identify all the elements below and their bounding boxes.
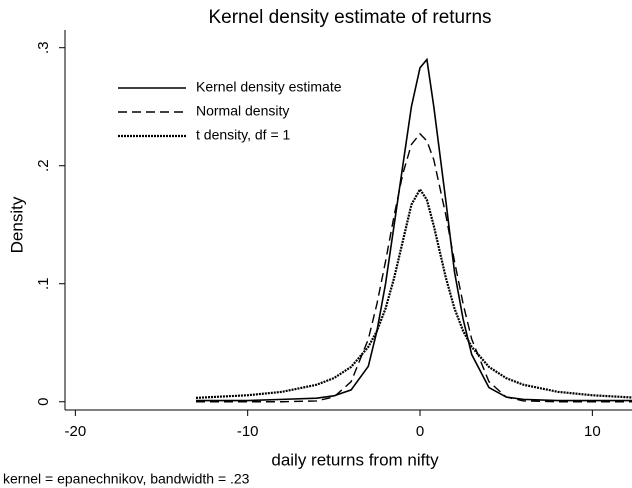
y-axis-label: Density: [7, 196, 26, 253]
y-tick-label: .3: [35, 41, 52, 54]
y-tick-label: .2: [35, 159, 52, 172]
legend-label: t density, df = 1: [196, 127, 291, 143]
x-tick-label: -10: [237, 423, 259, 440]
x-tick-label: 0: [416, 423, 424, 440]
series-line: [195, 187, 632, 399]
y-tick-label: 0: [35, 398, 52, 406]
series-line: [195, 132, 632, 403]
legend-label: Normal density: [196, 103, 289, 119]
x-tick-label: -20: [64, 423, 86, 440]
chart-title: Kernel density estimate of returns: [208, 7, 491, 28]
y-tick-label: .1: [35, 277, 52, 290]
x-axis-label: daily returns from nifty: [271, 450, 439, 469]
x-tick-label: 10: [584, 423, 601, 440]
note: kernel = epanechnikov, bandwidth = .23: [3, 471, 250, 487]
legend-label: Kernel density estimate: [196, 79, 342, 95]
